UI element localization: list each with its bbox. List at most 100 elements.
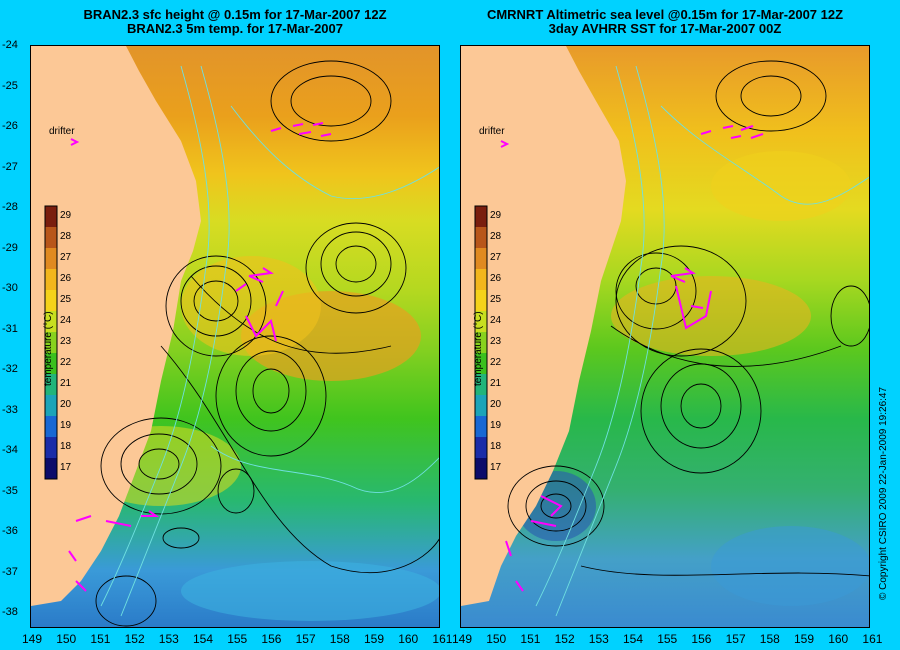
colorbar-swatch (45, 374, 57, 395)
lon-tick-label: 157 (725, 632, 746, 646)
colorbar-tick-label: 28 (490, 231, 502, 242)
lon-tick-label: 157 (295, 632, 316, 646)
lat-tick-label: -29 (2, 241, 18, 254)
colorbar-swatch (475, 374, 487, 395)
colorbar-border (474, 205, 488, 480)
colorbar-swatch (45, 416, 57, 437)
colorbar-tick-label: 25 (490, 294, 502, 305)
lat-tick-label: -37 (2, 565, 18, 578)
colorbar-tick-label: 20 (60, 399, 72, 410)
drifter-label: drifter (49, 126, 75, 137)
cool-water (711, 526, 869, 606)
bathymetry-contours (535, 65, 869, 617)
colorbar: 29 28 27 26 25 24 23 22 21 20 19 18 17 (474, 205, 502, 480)
lat-tick-label: -31 (2, 322, 18, 335)
colorbar-tick-label: 19 (490, 420, 502, 431)
warm-eddy (711, 151, 851, 221)
colorbar-swatch (45, 353, 57, 374)
colorbar-swatch (45, 206, 57, 227)
right-title-line2: 3day AVHRR SST for 17-Mar-2007 00Z (548, 21, 782, 36)
colorbar-border (44, 205, 58, 480)
colorbar-swatch (475, 353, 487, 374)
colorbar-swatch (475, 290, 487, 311)
lon-tick-label: 156 (691, 632, 712, 646)
colorbar-tick-label: 22 (60, 357, 72, 368)
colorbar-tick-label: 17 (490, 462, 502, 473)
colorbar-swatch (475, 227, 487, 248)
lon-tick-label: 161 (862, 632, 883, 646)
colorbar-tick-label: 17 (60, 462, 72, 473)
colorbar-tick-label: 18 (490, 441, 502, 452)
sea-level-contours (507, 60, 869, 577)
colorbar-label: temperature (°C) (473, 311, 484, 386)
colorbar-tick-label: 19 (60, 420, 72, 431)
colorbar-swatch (475, 311, 487, 332)
right-title-line1: CMRNRT Altimetric sea level @0.15m for 1… (486, 7, 844, 22)
bathymetry-contours (100, 65, 439, 617)
colorbar-tick-label: 21 (490, 378, 502, 389)
colorbar-swatch (475, 458, 487, 479)
drifter-arrows (68, 122, 332, 592)
lat-tick-label: -26 (2, 120, 18, 132)
lat-tick-label: -38 (2, 606, 18, 618)
colorbar-swatch (475, 206, 487, 227)
lon-tick-label: 159 (364, 632, 385, 646)
colorbar-swatch (45, 227, 57, 248)
colorbar-tick-label: 25 (60, 294, 72, 305)
left-title-line2: BRAN2.3 5m temp. for 17-Mar-2007 (126, 21, 344, 36)
lat-tick-label: -34 (2, 444, 18, 456)
lon-tick-label: 159 (794, 632, 815, 646)
cool-water (181, 561, 439, 621)
lat-tick-label: -27 (2, 160, 18, 173)
drifter-label: drifter (479, 126, 505, 137)
colorbar-tick-label: 28 (60, 231, 72, 242)
lon-tick-label: 150 (486, 632, 507, 646)
lat-tick-label: -25 (2, 79, 18, 92)
lon-tick-label: 152 (124, 632, 145, 646)
lon-tick-label: 155 (657, 632, 678, 646)
lat-tick-label: -30 (2, 282, 18, 294)
colorbar-tick-label: 23 (60, 336, 72, 347)
colorbar-swatch (475, 332, 487, 353)
lat-tick-label: -32 (2, 363, 18, 375)
colorbar: 29 28 27 26 25 24 23 22 21 20 19 18 17 (44, 205, 72, 480)
lat-tick-label: -24 (2, 39, 18, 51)
left-map-panel: 29 28 27 26 25 24 23 22 21 20 19 18 17 temperature (… (30, 45, 440, 628)
right-panel-title: CMRNRT Altimetric sea level @0.15m for 1… (460, 8, 870, 36)
lat-tick-label: -35 (2, 484, 18, 497)
colorbar-swatch (475, 416, 487, 437)
lon-tick-label: 151 (520, 632, 541, 646)
colorbar-swatch (475, 395, 487, 416)
drifter-arrows (500, 125, 764, 592)
lon-tick-label: 150 (56, 632, 77, 646)
left-title-line1: BRAN2.3 sfc height @ 0.15m for 17-Mar-20… (83, 7, 387, 22)
lon-tick-label: 149 (452, 632, 473, 646)
colorbar-swatch (45, 332, 57, 353)
colorbar-swatch (45, 395, 57, 416)
colorbar-tick-label: 27 (490, 252, 502, 263)
colorbar-tick-label: 18 (60, 441, 72, 452)
lon-tick-label: 154 (193, 632, 214, 646)
right-map-svg: 29 28 27 26 25 24 23 22 21 20 19 18 17 temperature (… (461, 46, 869, 627)
colorbar-tick-label: 29 (490, 210, 502, 221)
sea-level-contours (95, 60, 439, 627)
left-map-svg: 29 28 27 26 25 24 23 22 21 20 19 18 17 temperature (… (31, 46, 439, 627)
colorbar-tick-label: 20 (490, 399, 502, 410)
colorbar-tick-label: 24 (60, 315, 72, 326)
colorbar-tick-label: 21 (60, 378, 72, 389)
colorbar-swatch (45, 458, 57, 479)
colorbar-swatch (45, 311, 57, 332)
lon-tick-label: 154 (623, 632, 644, 646)
colorbar-swatch (45, 290, 57, 311)
colorbar-swatch (45, 269, 57, 290)
lon-tick-label: 156 (261, 632, 282, 646)
colorbar-tick-label: 24 (490, 315, 502, 326)
land-mass (31, 46, 201, 606)
lon-tick-label: 160 (828, 632, 849, 646)
colorbar-swatch (475, 437, 487, 458)
colorbar-tick-label: 23 (490, 336, 502, 347)
lon-tick-label: 153 (158, 632, 179, 646)
lon-tick-label: 155 (227, 632, 248, 646)
colorbar-tick-label: 26 (490, 273, 502, 284)
warm-eddy (611, 276, 811, 356)
